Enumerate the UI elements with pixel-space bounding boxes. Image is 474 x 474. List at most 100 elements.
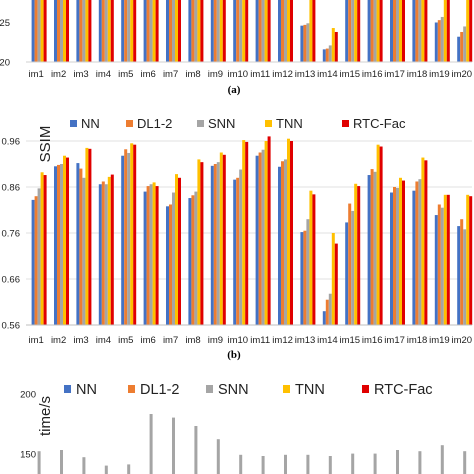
bar xyxy=(287,138,290,325)
bar xyxy=(328,45,332,62)
bar xyxy=(213,164,217,325)
bar xyxy=(258,0,262,63)
bar xyxy=(222,154,226,325)
x-tick-label: im2 xyxy=(51,69,66,80)
bar xyxy=(242,140,246,325)
bar xyxy=(440,207,444,325)
bar xyxy=(194,191,198,325)
bar xyxy=(239,454,243,474)
bar xyxy=(197,0,201,63)
bar xyxy=(376,144,380,325)
bar xyxy=(172,417,175,474)
bar xyxy=(82,177,86,325)
bar xyxy=(63,0,66,63)
bar xyxy=(66,157,69,325)
bar xyxy=(469,0,473,63)
bar xyxy=(437,204,441,325)
legend-swatch xyxy=(283,385,290,393)
bar xyxy=(127,152,131,325)
bar xyxy=(424,160,428,325)
x-tick-label: im10 xyxy=(228,335,249,346)
bar xyxy=(424,0,428,63)
bar xyxy=(175,174,178,325)
bar xyxy=(166,206,169,325)
bar xyxy=(418,451,422,474)
bar xyxy=(370,0,374,63)
bar xyxy=(104,184,108,325)
bar xyxy=(367,0,371,63)
x-tick-label: im7 xyxy=(163,69,178,80)
bar xyxy=(303,230,307,325)
bar xyxy=(309,190,313,325)
legend-label: DL1-2 xyxy=(137,116,172,131)
legend-swatch xyxy=(197,120,204,127)
bar xyxy=(242,0,246,63)
bar xyxy=(412,190,416,325)
x-tick-label: im10 xyxy=(228,69,249,80)
bar xyxy=(219,152,223,325)
bar xyxy=(149,0,153,63)
x-tick-label: im11 xyxy=(250,335,270,346)
bar xyxy=(290,0,293,63)
legend-label: SNN xyxy=(218,382,249,398)
bar xyxy=(334,243,338,325)
bar xyxy=(31,0,35,63)
bar xyxy=(40,172,44,325)
y-axis-title: time/s xyxy=(37,396,54,436)
bar xyxy=(213,0,217,63)
x-tick-label: im20 xyxy=(452,69,473,80)
bar xyxy=(415,181,419,325)
caption-b: (b) xyxy=(227,349,241,361)
bar xyxy=(373,171,377,325)
legend-label: RTC-Fac xyxy=(353,116,406,131)
bar xyxy=(191,0,195,63)
bar xyxy=(354,183,358,325)
bar xyxy=(412,0,416,63)
bar xyxy=(155,0,159,63)
bar xyxy=(373,0,377,63)
y-tick-label: 0.56 xyxy=(2,321,21,332)
x-tick-label: im3 xyxy=(73,335,88,346)
bar xyxy=(110,0,114,63)
x-tick-label: im19 xyxy=(429,335,450,346)
bar xyxy=(322,311,326,325)
x-tick-label: im14 xyxy=(317,69,338,80)
bar xyxy=(124,0,128,63)
bar xyxy=(466,194,470,325)
x-tick-label: im18 xyxy=(407,335,428,346)
bar xyxy=(216,162,220,325)
x-tick-label: im9 xyxy=(208,335,223,346)
legend-label: NN xyxy=(81,116,100,131)
x-tick-label: im17 xyxy=(384,69,405,80)
bar xyxy=(434,215,438,325)
bar xyxy=(357,0,361,63)
bar xyxy=(440,16,444,62)
bar xyxy=(331,233,335,325)
bar xyxy=(60,164,63,325)
bar xyxy=(127,0,131,63)
legend-label: SNN xyxy=(208,116,235,131)
bar xyxy=(239,0,243,63)
bar xyxy=(40,0,44,63)
x-tick-label: im11 xyxy=(250,69,270,80)
bar xyxy=(300,25,304,62)
bar xyxy=(169,204,172,325)
bar xyxy=(312,0,316,63)
bar xyxy=(300,232,304,325)
x-tick-label: im5 xyxy=(118,335,133,346)
bar xyxy=(110,174,114,325)
y-tick-label: 0.96 xyxy=(2,137,21,148)
bar xyxy=(121,155,125,325)
legend-label: DL1-2 xyxy=(140,382,180,398)
bar xyxy=(255,155,259,325)
bar xyxy=(34,196,38,325)
bar xyxy=(88,148,92,325)
x-tick-label: im6 xyxy=(141,335,156,346)
bar xyxy=(34,0,38,63)
bar xyxy=(328,456,332,474)
bar xyxy=(236,0,240,63)
x-tick-label: im2 xyxy=(51,335,66,346)
bar xyxy=(466,0,470,63)
bar xyxy=(303,24,307,62)
